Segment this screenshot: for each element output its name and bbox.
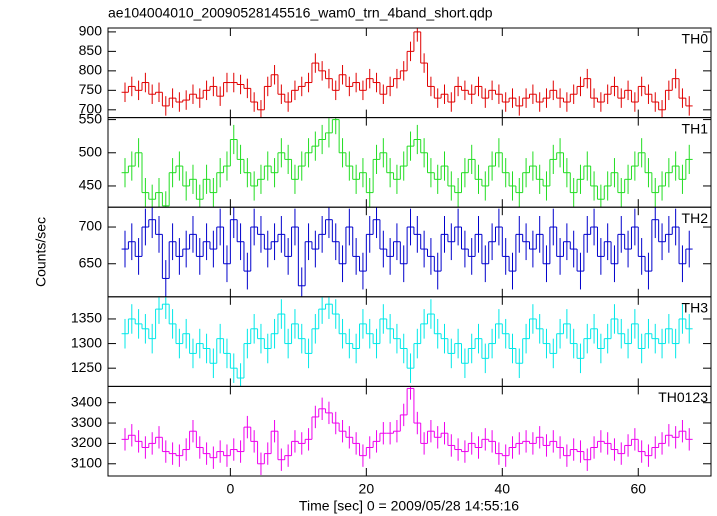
panel-data [121,28,693,118]
panel-label: TH0 [682,31,709,47]
panel-label: TH3 [682,300,709,316]
panel-data [121,386,693,475]
y-tick-label: 500 [79,143,103,159]
y-tick-label: 750 [79,81,103,97]
y-tick-label: 1350 [71,310,102,326]
y-tick-label: 450 [79,177,103,193]
y-tick-label: 3300 [71,414,102,430]
panel-frame [107,27,712,119]
y-tick-label: 800 [79,62,103,78]
panel-data [121,207,693,297]
y-tick-label: 700 [79,218,103,234]
panel-frame [107,206,712,298]
panel-frame [107,117,712,208]
panel-data [121,117,693,208]
panel-label: TH2 [682,210,709,226]
y-tick-label: 700 [79,101,103,117]
y-tick-label: 550 [79,110,103,126]
x-tick-label: 40 [495,481,511,497]
chart-title: ae104004010_20090528145516_wam0_trn_4ban… [108,5,493,21]
y-axis-label: Counts/sec [33,217,49,287]
x-tick-label: 60 [630,481,646,497]
y-tick-label: 900 [79,23,103,39]
y-tick-label: 3200 [71,434,102,450]
panel-label: TH1 [682,120,709,136]
y-tick-label: 650 [79,254,103,270]
y-tick-label: 3100 [71,454,102,470]
x-tick-label: 20 [359,481,375,497]
y-tick-label: 3400 [71,393,102,409]
y-tick-label: 1250 [71,359,102,375]
panel-frame [107,296,712,387]
panel-label: TH0123 [658,389,708,405]
y-tick-label: 850 [79,42,103,58]
x-tick-label: 0 [226,481,234,497]
y-tick-label: 1300 [71,334,102,350]
panel-frame [107,385,712,477]
x-axis-label: Time [sec] 0 = 2009/05/28 14:55:16 [299,498,519,514]
panel-data [121,296,693,387]
